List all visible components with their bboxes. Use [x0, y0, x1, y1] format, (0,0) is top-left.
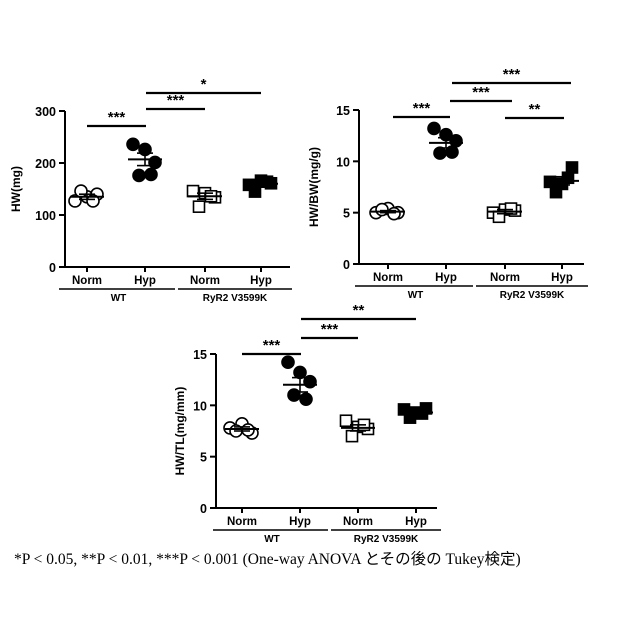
data-point: [133, 169, 145, 181]
y-tick-label: 200: [35, 157, 56, 171]
category-label: Norm: [343, 516, 373, 528]
significance-label: ***: [503, 66, 521, 83]
significance-label: ***: [167, 92, 185, 109]
data-point: [341, 415, 352, 426]
category-label: Hyp: [551, 272, 573, 284]
data-point: [300, 393, 312, 405]
category-label: Norm: [373, 272, 403, 284]
y-tick-label: 15: [336, 104, 350, 118]
category-label: Hyp: [134, 275, 156, 287]
category-label: Norm: [227, 516, 257, 528]
significance-label: **: [353, 302, 365, 319]
data-point: [551, 187, 562, 198]
y-axis-label: HW/BW(mg/g): [307, 147, 321, 227]
data-point: [347, 431, 358, 442]
data-point: [145, 168, 157, 180]
data-point: [282, 356, 294, 368]
category-label: Hyp: [250, 275, 272, 287]
significance-footnote: *P < 0.05, **P < 0.01, ***P < 0.001 (One…: [14, 547, 634, 569]
category-label: Norm: [190, 275, 220, 287]
y-tick-label: 5: [343, 207, 350, 221]
category-label: Hyp: [435, 272, 457, 284]
group-label: RyR2 V3599K: [203, 293, 268, 304]
y-tick-label: 0: [343, 258, 350, 272]
data-point: [75, 185, 87, 197]
significance-label: ***: [321, 321, 339, 338]
y-axis-label: HW(mg): [9, 166, 23, 212]
chart-panel-2: 0 5 10 15 HW/BW(mg/g) Norm Hyp Norm Hyp WT RyR2 V3…: [307, 66, 588, 301]
y-tick-label: 10: [193, 399, 207, 413]
y-tick-label: 0: [49, 261, 56, 275]
group-label: RyR2 V3599K: [500, 290, 565, 301]
significance-label: ***: [108, 109, 126, 126]
data-point: [127, 138, 139, 150]
data-point: [194, 201, 205, 212]
data-point: [376, 204, 388, 216]
y-tick-label: 5: [200, 451, 207, 465]
significance-label: ***: [413, 100, 431, 117]
data-point: [242, 424, 254, 436]
category-label: Norm: [72, 275, 102, 287]
significance-label: ***: [472, 84, 490, 101]
significance-label: *: [201, 76, 207, 93]
y-axis-label: HW/TL(mg/mm): [173, 387, 187, 476]
chart-panel-3: 0 5 10 15 HW/TL(mg/mm) Norm Hyp Norm Hyp WT RyR2 V…: [173, 302, 441, 545]
significance-label: ***: [263, 337, 281, 354]
data-point: [428, 122, 440, 134]
data-point: [388, 208, 400, 220]
data-point: [149, 156, 161, 168]
group-label: WT: [408, 290, 424, 301]
group-label: WT: [264, 534, 280, 545]
y-tick-label: 0: [200, 502, 207, 516]
data-point: [188, 186, 199, 197]
data-point: [434, 147, 446, 159]
category-label: Hyp: [289, 516, 311, 528]
y-tick-label: 300: [35, 105, 56, 119]
category-label: Norm: [490, 272, 520, 284]
data-point: [545, 176, 556, 187]
data-point: [288, 389, 300, 401]
data-point: [567, 162, 578, 173]
data-point: [250, 186, 261, 197]
significance-label: **: [529, 101, 541, 118]
y-tick-label: 10: [336, 155, 350, 169]
y-tick-label: 15: [193, 348, 207, 362]
group-label: WT: [111, 293, 127, 304]
group-label: RyR2 V3599K: [354, 534, 419, 545]
data-point: [294, 366, 306, 378]
y-tick-label: 100: [35, 209, 56, 223]
category-label: Hyp: [405, 516, 427, 528]
chart-panel-1: 0 100 200 300 HW(mg) Norm Hyp Norm Hyp WT RyR2 V35…: [9, 76, 292, 304]
data-point: [450, 135, 462, 147]
